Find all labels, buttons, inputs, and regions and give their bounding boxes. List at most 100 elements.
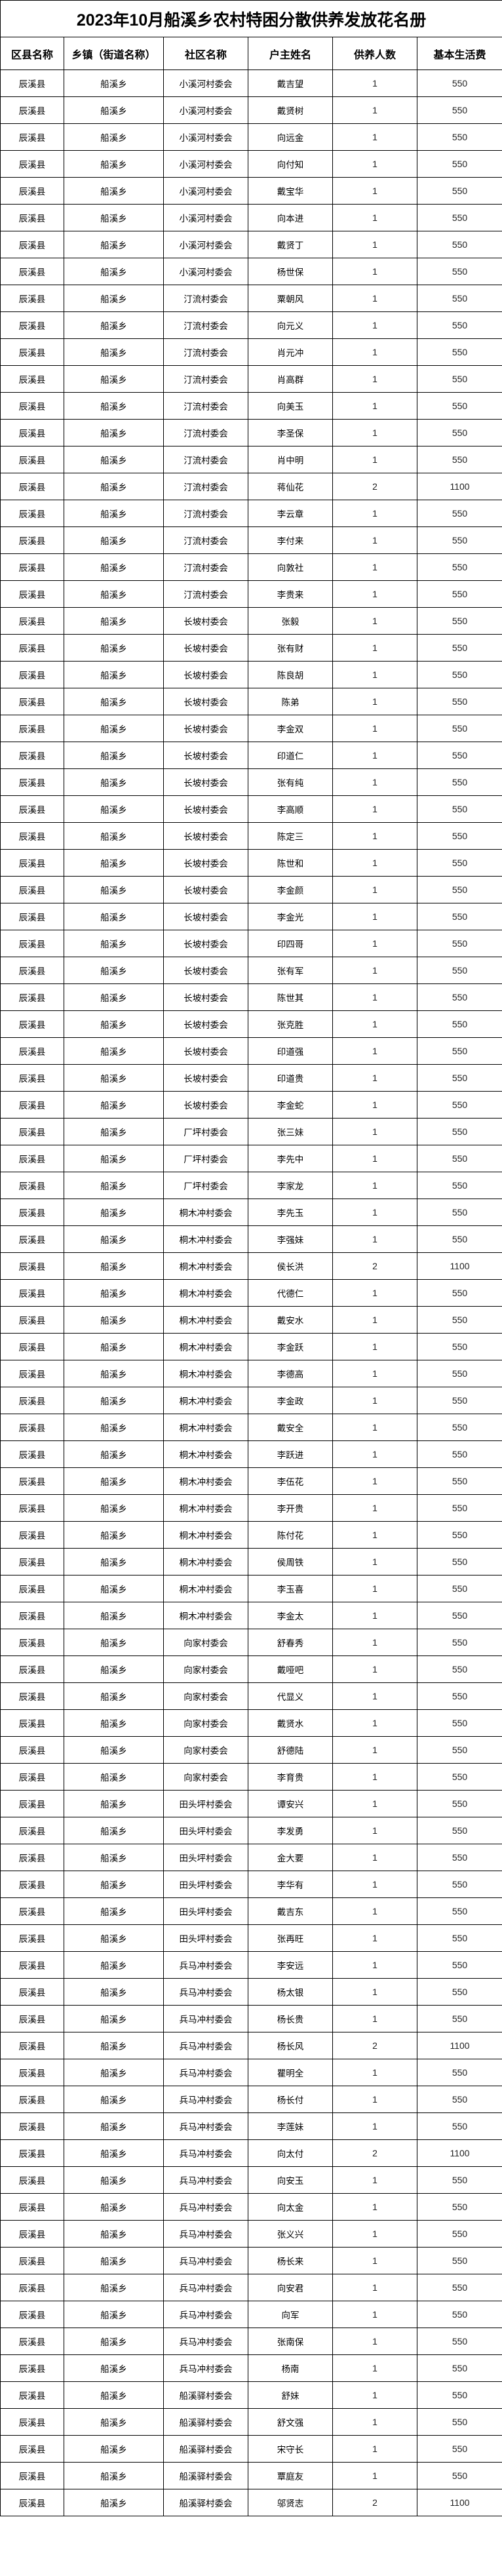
allowance-cell: 550 [416, 1279, 502, 1307]
town-cell: 船溪乡 [64, 1655, 164, 1683]
allowance-cell: 550 [416, 1924, 502, 1952]
table-row: 辰溪县 船溪乡 厂坪村委会 张三妹 1 550 [0, 1118, 502, 1145]
householder-cell: 李德高 [248, 1360, 333, 1387]
table-row: 辰溪县 船溪乡 汀流村委会 肖元冲 1 550 [0, 338, 502, 366]
dependents-cell: 1 [332, 553, 417, 581]
village-cell: 长坡村委会 [163, 1037, 248, 1065]
village-cell: 桐木冲村委会 [163, 1602, 248, 1629]
town-cell: 船溪乡 [64, 1951, 164, 1979]
dependents-cell: 1 [332, 2086, 417, 2113]
householder-cell: 陈良胡 [248, 661, 333, 688]
allowance-cell: 550 [416, 715, 502, 742]
allowance-cell: 550 [416, 150, 502, 178]
village-cell: 汀流村委会 [163, 500, 248, 527]
table-body: 辰溪县 船溪乡 小溪河村委会 戴吉望 1 550 辰溪县 船溪乡 小溪河村委会 戴贤树 1 550 辰溪… [0, 69, 502, 2516]
county-cell: 辰溪县 [0, 580, 64, 608]
county-cell: 辰溪县 [0, 1252, 64, 1280]
householder-cell: 向军 [248, 2301, 333, 2328]
allowance-cell: 550 [416, 742, 502, 769]
table-row: 辰溪县 船溪乡 兵马冲村委会 向安君 1 550 [0, 2274, 502, 2301]
table-row: 辰溪县 船溪乡 田头坪村委会 李发勇 1 550 [0, 1817, 502, 1844]
householder-cell: 肖元冲 [248, 338, 333, 366]
dependents-cell: 1 [332, 2220, 417, 2248]
table-row: 辰溪县 船溪乡 兵马冲村委会 杨长贵 1 550 [0, 2005, 502, 2032]
town-cell: 船溪乡 [64, 1360, 164, 1387]
county-cell: 辰溪县 [0, 1118, 64, 1145]
county-cell: 辰溪县 [0, 311, 64, 339]
village-cell: 兵马冲村委会 [163, 2112, 248, 2140]
county-cell: 辰溪县 [0, 2086, 64, 2113]
village-cell: 汀流村委会 [163, 338, 248, 366]
village-cell: 船溪驿村委会 [163, 2489, 248, 2516]
county-cell: 辰溪县 [0, 1790, 64, 1817]
dependents-cell: 1 [332, 2354, 417, 2382]
dependents-cell: 1 [332, 1978, 417, 2006]
county-cell: 辰溪县 [0, 285, 64, 312]
householder-cell: 李伍花 [248, 1467, 333, 1495]
householder-cell: 代显义 [248, 1682, 333, 1710]
town-cell: 船溪乡 [64, 526, 164, 554]
allowance-cell: 550 [416, 123, 502, 151]
county-cell: 辰溪县 [0, 473, 64, 500]
county-cell: 辰溪县 [0, 1629, 64, 1656]
county-cell: 辰溪县 [0, 2059, 64, 2086]
county-cell: 辰溪县 [0, 1467, 64, 1495]
dependents-cell: 1 [332, 876, 417, 903]
village-cell: 长坡村委会 [163, 634, 248, 662]
table-row: 辰溪县 船溪乡 汀流村委会 向美玉 1 550 [0, 392, 502, 420]
town-cell: 船溪乡 [64, 1548, 164, 1575]
dependents-cell: 1 [332, 2274, 417, 2301]
town-cell: 船溪乡 [64, 2274, 164, 2301]
dependents-cell: 1 [332, 123, 417, 151]
allowance-cell: 550 [416, 1548, 502, 1575]
householder-cell: 向元义 [248, 311, 333, 339]
householder-cell: 李金蛇 [248, 1091, 333, 1119]
dependents-cell: 1 [332, 688, 417, 715]
householder-cell: 舒妹 [248, 2381, 333, 2409]
allowance-cell: 550 [416, 258, 502, 285]
table-row: 辰溪县 船溪乡 汀流村委会 蒋仙花 2 1100 [0, 473, 502, 500]
householder-cell: 覃庭友 [248, 2462, 333, 2489]
village-cell: 桐木冲村委会 [163, 1440, 248, 1468]
county-cell: 辰溪县 [0, 1306, 64, 1334]
village-cell: 向家村委会 [163, 1629, 248, 1656]
town-cell: 船溪乡 [64, 688, 164, 715]
householder-cell: 戴安全 [248, 1414, 333, 1441]
dependents-cell: 1 [332, 1118, 417, 1145]
village-cell: 厂坪村委会 [163, 1172, 248, 1199]
county-cell: 辰溪县 [0, 96, 64, 124]
householder-cell: 李贵来 [248, 580, 333, 608]
dependents-cell: 1 [332, 1494, 417, 1522]
table-row: 辰溪县 船溪乡 小溪河村委会 戴贤丁 1 550 [0, 231, 502, 258]
householder-cell: 李玉喜 [248, 1575, 333, 1602]
householder-cell: 张南保 [248, 2328, 333, 2355]
dependents-cell: 1 [332, 1360, 417, 1387]
dependents-cell: 1 [332, 1279, 417, 1307]
householder-cell: 李先中 [248, 1145, 333, 1172]
table-row: 辰溪县 船溪乡 汀流村委会 李云章 1 550 [0, 500, 502, 527]
town-cell: 船溪乡 [64, 1494, 164, 1522]
town-cell: 船溪乡 [64, 2462, 164, 2489]
village-cell: 小溪河村委会 [163, 204, 248, 231]
allowance-cell: 550 [416, 1440, 502, 1468]
householder-cell: 李金太 [248, 1602, 333, 1629]
allowance-cell: 550 [416, 311, 502, 339]
allowance-cell: 550 [416, 285, 502, 312]
dependents-cell: 1 [332, 1602, 417, 1629]
town-cell: 船溪乡 [64, 177, 164, 205]
table-row: 辰溪县 船溪乡 长坡村委会 陈良胡 1 550 [0, 661, 502, 688]
town-cell: 船溪乡 [64, 930, 164, 957]
householder-cell: 李金跃 [248, 1333, 333, 1360]
county-cell: 辰溪县 [0, 500, 64, 527]
allowance-cell: 550 [416, 338, 502, 366]
page-title: 2023年10月船溪乡农村特困分散供养发放花名册 [0, 0, 502, 37]
table-row: 辰溪县 船溪乡 长坡村委会 李金颜 1 550 [0, 876, 502, 903]
county-cell: 辰溪县 [0, 338, 64, 366]
town-cell: 船溪乡 [64, 2354, 164, 2382]
header-row: 区县名称 乡镇（街道名称） 社区名称 户主姓名 供养人数 基本生活费 [0, 37, 502, 70]
dependents-cell: 1 [332, 392, 417, 420]
town-cell: 船溪乡 [64, 1225, 164, 1253]
dependents-cell: 1 [332, 742, 417, 769]
county-cell: 辰溪县 [0, 150, 64, 178]
householder-cell: 戴贤水 [248, 1709, 333, 1737]
